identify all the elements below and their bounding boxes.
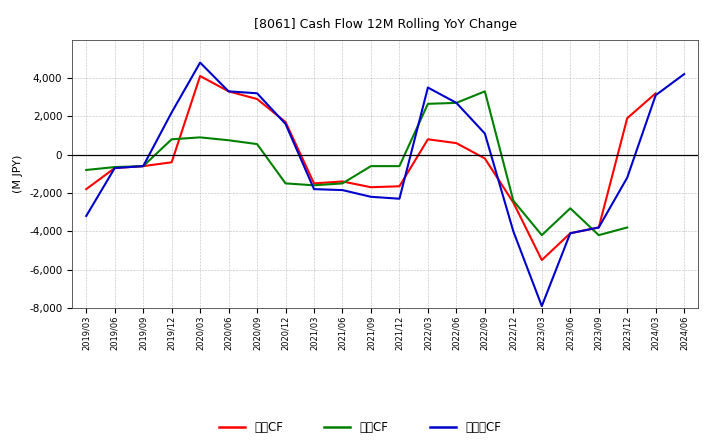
- 営業CF: [595, 225, 603, 230]
- Legend: 営業CF, 投資CF, フリーCF: 営業CF, 投資CF, フリーCF: [214, 416, 506, 439]
- フリーCF: [167, 110, 176, 115]
- 投資CF: [338, 181, 347, 186]
- 投資CF: [566, 205, 575, 211]
- 営業CF: [82, 187, 91, 192]
- フリーCF: [395, 196, 404, 202]
- フリーCF: [253, 91, 261, 96]
- フリーCF: [480, 131, 489, 136]
- 営業CF: [253, 96, 261, 102]
- 投資CF: [253, 141, 261, 147]
- フリーCF: [110, 165, 119, 171]
- フリーCF: [282, 121, 290, 127]
- 投資CF: [595, 232, 603, 238]
- フリーCF: [139, 164, 148, 169]
- フリーCF: [310, 187, 318, 192]
- Title: [8061] Cash Flow 12M Rolling YoY Change: [8061] Cash Flow 12M Rolling YoY Change: [253, 18, 517, 32]
- 投資CF: [225, 138, 233, 143]
- フリーCF: [680, 71, 688, 77]
- フリーCF: [196, 60, 204, 65]
- フリーCF: [652, 92, 660, 98]
- 投資CF: [310, 183, 318, 188]
- 営業CF: [452, 140, 461, 146]
- 投資CF: [82, 167, 91, 172]
- 営業CF: [110, 165, 119, 171]
- フリーCF: [537, 304, 546, 309]
- 投資CF: [110, 165, 119, 170]
- 営業CF: [566, 231, 575, 236]
- 営業CF: [225, 89, 233, 94]
- 営業CF: [623, 116, 631, 121]
- 投資CF: [480, 89, 489, 94]
- 営業CF: [139, 164, 148, 169]
- フリーCF: [225, 89, 233, 94]
- 営業CF: [338, 179, 347, 184]
- 投資CF: [509, 198, 518, 203]
- 営業CF: [509, 200, 518, 205]
- フリーCF: [82, 213, 91, 219]
- 営業CF: [366, 185, 375, 190]
- 投資CF: [623, 225, 631, 230]
- フリーCF: [423, 85, 432, 90]
- 営業CF: [282, 119, 290, 125]
- フリーCF: [452, 100, 461, 106]
- Y-axis label: (M JPY): (M JPY): [14, 154, 24, 193]
- 営業CF: [395, 183, 404, 189]
- フリーCF: [623, 175, 631, 180]
- 投資CF: [423, 101, 432, 106]
- 投資CF: [366, 164, 375, 169]
- 営業CF: [167, 160, 176, 165]
- Line: 投資CF: 投資CF: [86, 92, 627, 235]
- フリーCF: [595, 225, 603, 230]
- 営業CF: [196, 73, 204, 79]
- フリーCF: [338, 187, 347, 193]
- 営業CF: [423, 137, 432, 142]
- フリーCF: [366, 194, 375, 199]
- 投資CF: [395, 164, 404, 169]
- 営業CF: [652, 91, 660, 96]
- フリーCF: [566, 231, 575, 236]
- 営業CF: [310, 181, 318, 186]
- 投資CF: [167, 137, 176, 142]
- 営業CF: [480, 156, 489, 161]
- 投資CF: [537, 232, 546, 238]
- 投資CF: [196, 135, 204, 140]
- 投資CF: [452, 100, 461, 106]
- Line: フリーCF: フリーCF: [86, 62, 684, 306]
- 営業CF: [537, 257, 546, 263]
- 投資CF: [282, 181, 290, 186]
- フリーCF: [509, 229, 518, 234]
- 投資CF: [139, 164, 148, 169]
- Line: 営業CF: 営業CF: [86, 76, 656, 260]
